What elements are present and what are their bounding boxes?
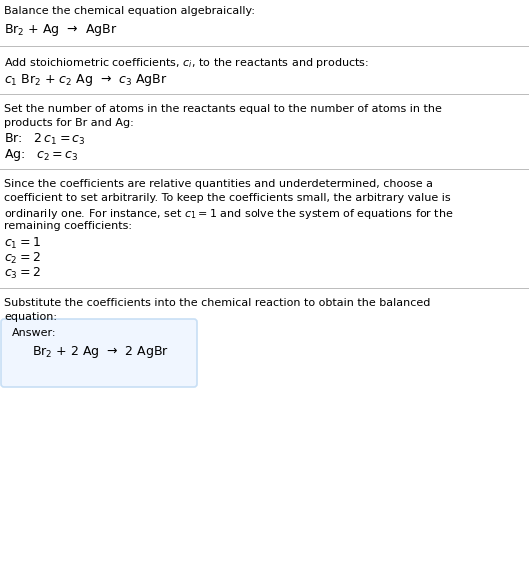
Text: Br$_2$ + 2 Ag  →  2 AgBr: Br$_2$ + 2 Ag → 2 AgBr xyxy=(32,344,169,360)
Text: products for Br and Ag:: products for Br and Ag: xyxy=(4,118,134,128)
Text: remaining coefficients:: remaining coefficients: xyxy=(4,221,132,231)
Text: $c_2 = 2$: $c_2 = 2$ xyxy=(4,251,41,266)
Text: Br$_2$ + Ag  →  AgBr: Br$_2$ + Ag → AgBr xyxy=(4,22,117,38)
Text: coefficient to set arbitrarily. To keep the coefficients small, the arbitrary va: coefficient to set arbitrarily. To keep … xyxy=(4,193,451,203)
Text: $c_3 = 2$: $c_3 = 2$ xyxy=(4,266,41,281)
Text: Br:   $2\,c_1 = c_3$: Br: $2\,c_1 = c_3$ xyxy=(4,132,86,147)
Text: Substitute the coefficients into the chemical reaction to obtain the balanced: Substitute the coefficients into the che… xyxy=(4,298,431,308)
Text: ordinarily one. For instance, set $c_1 = 1$ and solve the system of equations fo: ordinarily one. For instance, set $c_1 =… xyxy=(4,207,454,221)
Text: Answer:: Answer: xyxy=(12,328,57,338)
Text: $c_1 = 1$: $c_1 = 1$ xyxy=(4,236,41,251)
Text: $c_1$ Br$_2$ + $c_2$ Ag  →  $c_3$ AgBr: $c_1$ Br$_2$ + $c_2$ Ag → $c_3$ AgBr xyxy=(4,72,168,88)
FancyBboxPatch shape xyxy=(1,319,197,387)
Text: Add stoichiometric coefficients, $c_i$, to the reactants and products:: Add stoichiometric coefficients, $c_i$, … xyxy=(4,56,369,70)
Text: Set the number of atoms in the reactants equal to the number of atoms in the: Set the number of atoms in the reactants… xyxy=(4,104,442,114)
Text: Balance the chemical equation algebraically:: Balance the chemical equation algebraica… xyxy=(4,6,255,16)
Text: equation:: equation: xyxy=(4,312,57,322)
Text: Since the coefficients are relative quantities and underdetermined, choose a: Since the coefficients are relative quan… xyxy=(4,179,433,189)
Text: Ag:   $c_2 = c_3$: Ag: $c_2 = c_3$ xyxy=(4,147,78,163)
